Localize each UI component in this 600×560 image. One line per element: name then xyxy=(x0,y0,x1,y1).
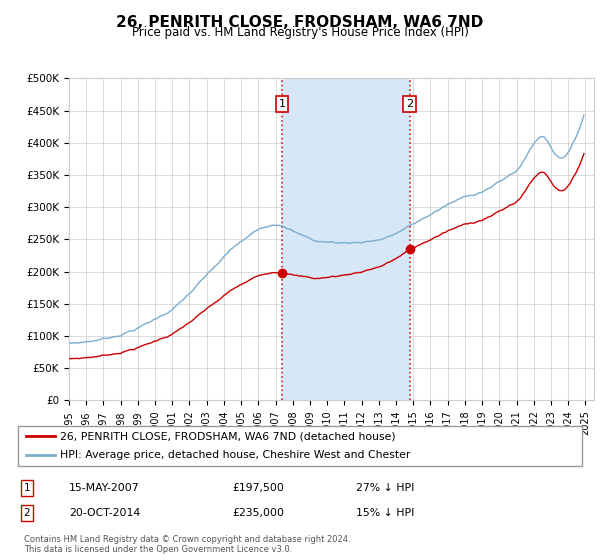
Text: 2: 2 xyxy=(23,508,30,518)
Text: 15-MAY-2007: 15-MAY-2007 xyxy=(69,483,139,493)
Text: 1: 1 xyxy=(23,483,30,493)
FancyBboxPatch shape xyxy=(18,426,582,466)
Text: 1: 1 xyxy=(278,99,286,109)
Text: 20-OCT-2014: 20-OCT-2014 xyxy=(69,508,140,518)
Text: £197,500: £197,500 xyxy=(232,483,284,493)
Text: 27% ↓ HPI: 27% ↓ HPI xyxy=(356,483,415,493)
Text: 2: 2 xyxy=(406,99,413,109)
Text: 15% ↓ HPI: 15% ↓ HPI xyxy=(356,508,415,518)
Text: HPI: Average price, detached house, Cheshire West and Chester: HPI: Average price, detached house, Ches… xyxy=(60,450,410,460)
Text: Price paid vs. HM Land Registry's House Price Index (HPI): Price paid vs. HM Land Registry's House … xyxy=(131,26,469,39)
Text: 26, PENRITH CLOSE, FRODSHAM, WA6 7ND: 26, PENRITH CLOSE, FRODSHAM, WA6 7ND xyxy=(116,15,484,30)
Text: £235,000: £235,000 xyxy=(232,508,284,518)
Text: Contains HM Land Registry data © Crown copyright and database right 2024.
This d: Contains HM Land Registry data © Crown c… xyxy=(23,535,350,554)
Bar xyxy=(282,78,410,400)
Text: 26, PENRITH CLOSE, FRODSHAM, WA6 7ND (detached house): 26, PENRITH CLOSE, FRODSHAM, WA6 7ND (de… xyxy=(60,432,396,441)
